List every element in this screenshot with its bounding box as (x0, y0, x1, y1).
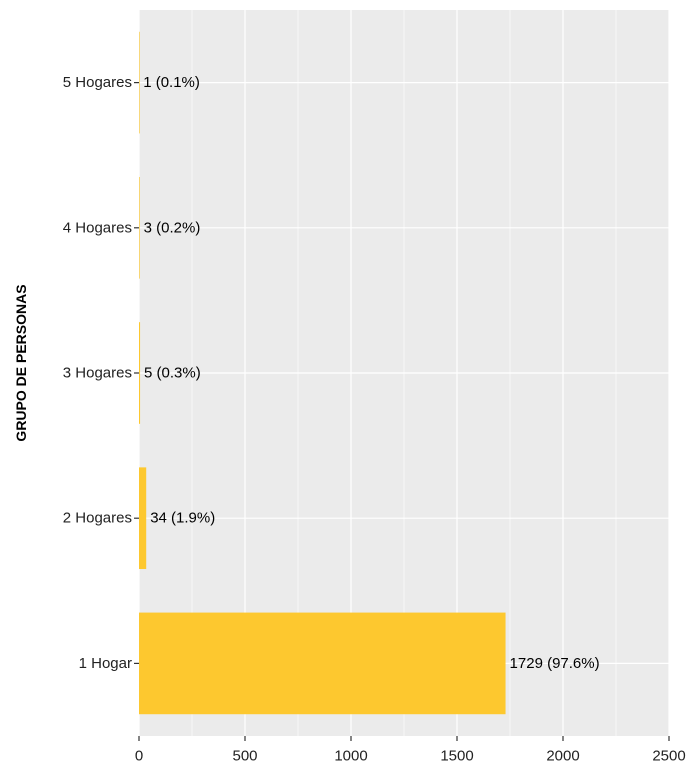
y-axis-title: GRUPO DE PERSONAS (13, 284, 29, 441)
bar-3-hogares (139, 322, 141, 424)
x-tick-label-500: 500 (232, 748, 257, 765)
data-label-2-hogares: 34 (1.9%) (150, 510, 215, 527)
bar-4-hogares (139, 176, 140, 279)
y-tick-label-4-hogares: 4 Hogares (63, 219, 132, 236)
bar-5-hogares (139, 31, 140, 134)
y-tick-label-2-hogares: 2 Hogares (63, 510, 132, 527)
x-axis: 0 500 1000 1500 2000 2500 (135, 736, 686, 765)
y-axis: 1 Hogar 2 Hogares 3 Hogares 4 Hogares 5 Hoga… (63, 74, 139, 672)
x-tick-label-2000: 2000 (546, 748, 579, 765)
y-tick-label-3-hogares: 3 Hogares (63, 365, 132, 382)
y-tick-label-1-hogar: 1 Hogar (79, 655, 132, 672)
grid-lines (138, 10, 670, 736)
data-label-4-hogares: 3 (0.2%) (144, 219, 201, 236)
bar-2-hogares (139, 467, 147, 570)
y-tick-label-5-hogares: 5 Hogares (63, 74, 132, 91)
x-tick-label-1500: 1500 (440, 748, 473, 765)
x-tick-label-0: 0 (135, 748, 143, 765)
data-labels: 1729 (97.6%) 34 (1.9%) 5 (0.3%) 3 (0.2%) 1 (… (143, 74, 599, 672)
x-tick-label-1000: 1000 (334, 748, 367, 765)
bars (139, 31, 506, 715)
bar-1-hogar (139, 612, 506, 715)
data-label-1-hogar: 1729 (97.6%) (510, 655, 600, 672)
data-label-3-hogares: 5 (0.3%) (144, 365, 201, 382)
data-label-5-hogares: 1 (0.1%) (143, 74, 200, 91)
x-tick-label-2500: 2500 (652, 748, 685, 765)
